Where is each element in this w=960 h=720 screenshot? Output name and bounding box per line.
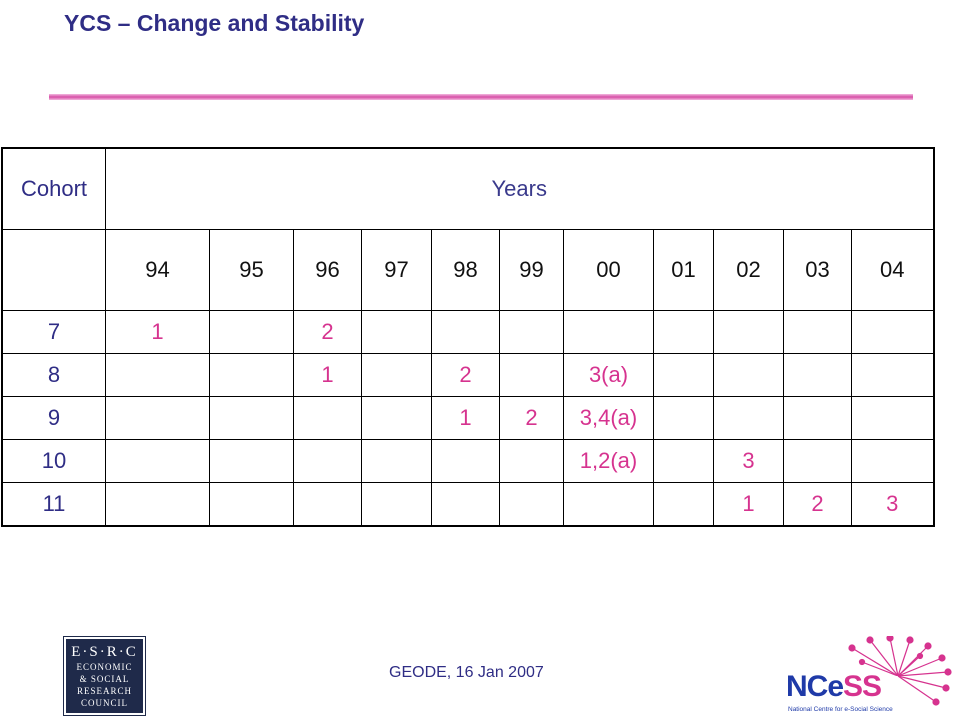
table-cell xyxy=(499,482,564,527)
cohort-cell: 9 xyxy=(1,396,106,440)
table-cell: 2 xyxy=(499,396,564,440)
ncess-wordmark-part1: NCe xyxy=(786,670,844,703)
table-cell xyxy=(783,439,852,483)
ncess-wordmark: NCeSS xyxy=(786,670,882,704)
table-cell xyxy=(209,482,294,527)
table-cell xyxy=(783,353,852,397)
table-cell xyxy=(209,353,294,397)
footer-text: GEODE, 16 Jan 2007 xyxy=(389,664,544,681)
table-cell xyxy=(209,439,294,483)
year-header-cell: 04 xyxy=(851,229,934,311)
table-cell xyxy=(361,482,432,527)
table-cell xyxy=(851,310,934,354)
year-header-cell: 01 xyxy=(653,229,714,311)
year-header-cell: 95 xyxy=(209,229,294,311)
year-header-cell: 98 xyxy=(431,229,500,311)
table-cell: 1 xyxy=(293,353,362,397)
table-cell: 3 xyxy=(851,482,934,527)
cohort-cell: 8 xyxy=(1,353,106,397)
table-cell xyxy=(653,439,714,483)
year-header-cell: 00 xyxy=(563,229,654,311)
table-cell xyxy=(783,396,852,440)
table-cell xyxy=(105,396,210,440)
ncess-logo: NCeSS National Centre for e-Social Scien… xyxy=(786,636,952,716)
esrc-logo-line: ECONOMIC xyxy=(76,662,133,672)
table-cell xyxy=(293,439,362,483)
title-divider xyxy=(49,94,913,100)
table-cell: 1,2(a) xyxy=(563,439,654,483)
table-cell xyxy=(713,310,784,354)
year-header-cell: 96 xyxy=(293,229,362,311)
cohort-header: Cohort xyxy=(1,147,106,230)
table-cell: 2 xyxy=(293,310,362,354)
ncess-burst-lower-icon xyxy=(897,675,950,706)
table-cell xyxy=(499,439,564,483)
table-cell: 3 xyxy=(713,439,784,483)
table-cell xyxy=(431,310,500,354)
table-cell xyxy=(653,310,714,354)
esrc-logo-line: & SOCIAL xyxy=(79,674,130,684)
table-cell: 3(a) xyxy=(563,353,654,397)
table-cell xyxy=(105,353,210,397)
table-cell xyxy=(431,482,500,527)
year-row-spacer xyxy=(1,229,106,311)
table-cell: 2 xyxy=(431,353,500,397)
table-cell xyxy=(653,482,714,527)
table-cell xyxy=(499,353,564,397)
table-cell xyxy=(209,310,294,354)
ncess-tagline: National Centre for e-Social Science xyxy=(788,706,893,713)
table-cell xyxy=(563,310,654,354)
table-cell xyxy=(713,353,784,397)
table-cell xyxy=(653,396,714,440)
table-cell: 3,4(a) xyxy=(563,396,654,440)
table-header-row: Cohort Years xyxy=(1,147,934,230)
cohort-cell: 11 xyxy=(1,482,106,527)
esrc-logo-line: COUNCIL xyxy=(81,698,128,708)
table-cell: 2 xyxy=(783,482,852,527)
table-body: 7 1 2 8 1 2 3(a) 9 1 2 3,4(a) 10 1,2(a) 3 11 1 2 3 xyxy=(1,310,934,527)
table-cell xyxy=(653,353,714,397)
years-header: Years xyxy=(105,147,934,230)
table-row: 9 1 2 3,4(a) xyxy=(1,396,934,440)
table-cell xyxy=(209,396,294,440)
table-cell xyxy=(431,439,500,483)
esrc-logo-line: RESEARCH xyxy=(76,686,132,696)
table-cell xyxy=(851,353,934,397)
table-cell xyxy=(713,396,784,440)
cohort-cell: 7 xyxy=(1,310,106,354)
esrc-logo-line: E·S·R·C xyxy=(71,644,138,660)
esrc-logo: E·S·R·C ECONOMIC & SOCIAL RESEARCH COUNC… xyxy=(63,636,146,716)
table-cell xyxy=(293,482,362,527)
table-cell: 1 xyxy=(105,310,210,354)
table-row: 10 1,2(a) 3 xyxy=(1,439,934,483)
table-cell xyxy=(105,482,210,527)
year-header-cell: 02 xyxy=(713,229,784,311)
table-cell: 1 xyxy=(713,482,784,527)
table-cell xyxy=(783,310,852,354)
table-cell xyxy=(361,396,432,440)
cohort-cell: 10 xyxy=(1,439,106,483)
table-cell xyxy=(105,439,210,483)
table-cell xyxy=(361,353,432,397)
table-cell xyxy=(293,396,362,440)
slide-title: YCS – Change and Stability xyxy=(64,10,365,36)
ncess-burst-icon xyxy=(848,636,952,676)
year-labels-row: 94 95 96 97 98 99 00 01 02 03 04 xyxy=(1,229,934,311)
ncess-wordmark-part2: SS xyxy=(843,670,882,703)
table-cell xyxy=(361,310,432,354)
table-cell xyxy=(563,482,654,527)
year-header-cell: 97 xyxy=(361,229,432,311)
table-row: 8 1 2 3(a) xyxy=(1,353,934,397)
table-cell xyxy=(499,310,564,354)
year-header-cell: 99 xyxy=(499,229,564,311)
year-header-cell: 03 xyxy=(783,229,852,311)
year-header-cell: 94 xyxy=(105,229,210,311)
table-cell xyxy=(851,439,934,483)
table-cell: 1 xyxy=(431,396,500,440)
table-cell xyxy=(361,439,432,483)
table-row: 11 1 2 3 xyxy=(1,482,934,527)
table-cell xyxy=(851,396,934,440)
